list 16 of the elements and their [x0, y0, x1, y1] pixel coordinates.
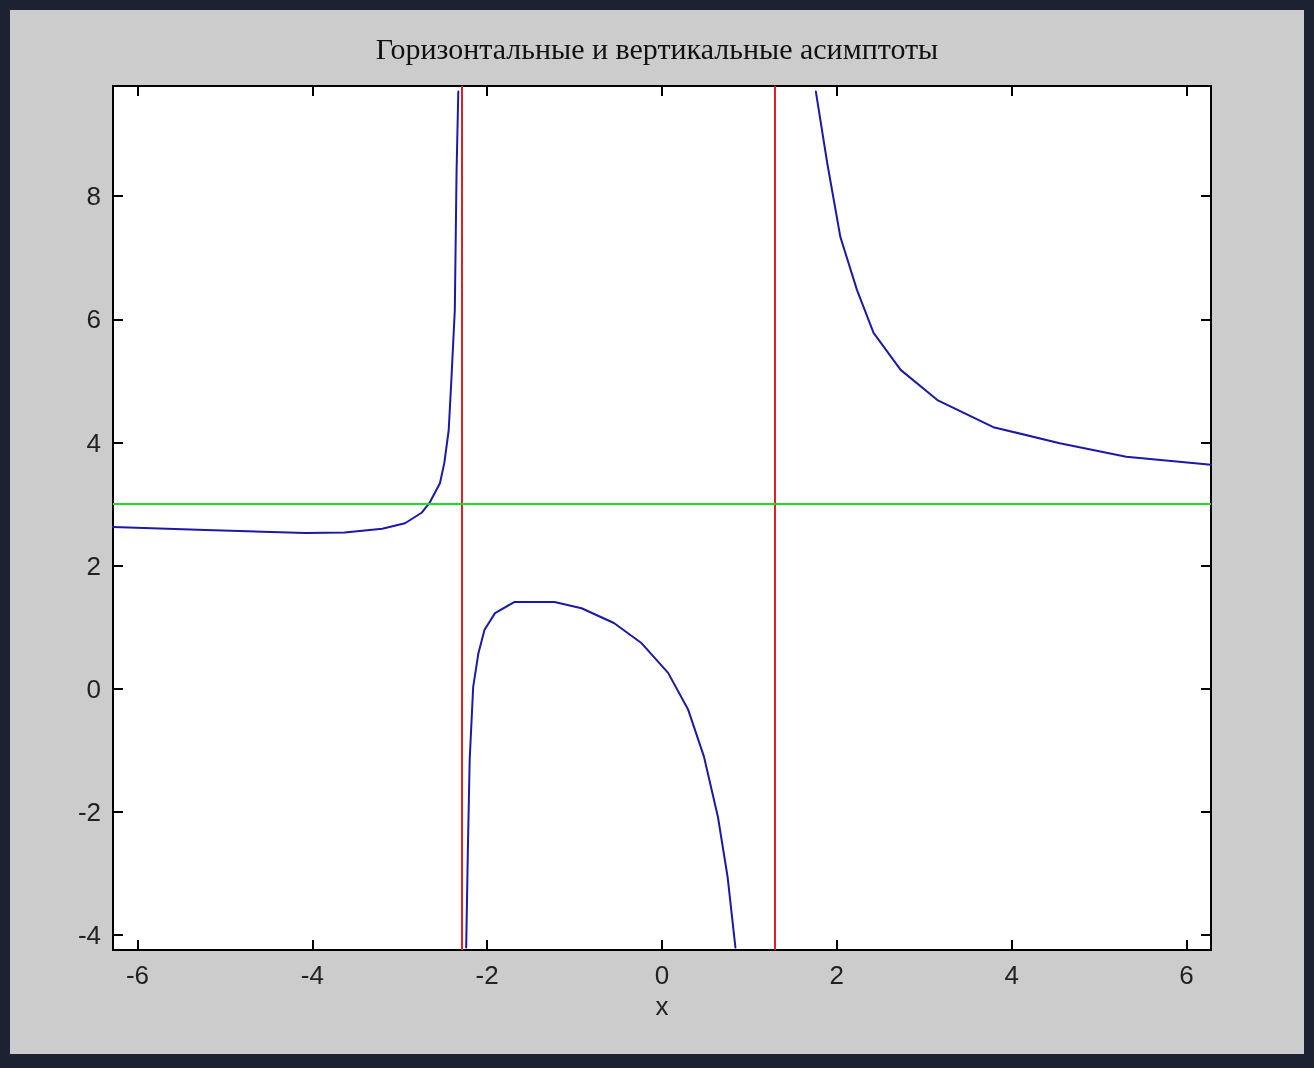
x-tick-label: -4: [300, 960, 324, 990]
x-tick-label: 0: [654, 960, 670, 990]
y-tick-label: 0: [86, 673, 101, 704]
x-axis-title: x: [655, 990, 669, 1021]
y-tick-label: -2: [77, 797, 101, 828]
y-tick-label: 2: [86, 550, 101, 581]
x-tick-label: -2: [475, 960, 499, 990]
y-tick-label: -4: [77, 920, 101, 951]
x-tick-label: 2: [829, 960, 845, 990]
y-tick-label: 6: [86, 304, 101, 335]
y-tick-label: 8: [86, 181, 101, 212]
x-tick-label: 6: [1179, 960, 1194, 990]
y-tick-label: 4: [86, 427, 101, 458]
x-tick-label: -6: [125, 960, 150, 990]
chart-title: Горизонтальные и вертикальные асимптоты: [375, 31, 939, 65]
x-tick-label: 4: [1004, 960, 1019, 990]
